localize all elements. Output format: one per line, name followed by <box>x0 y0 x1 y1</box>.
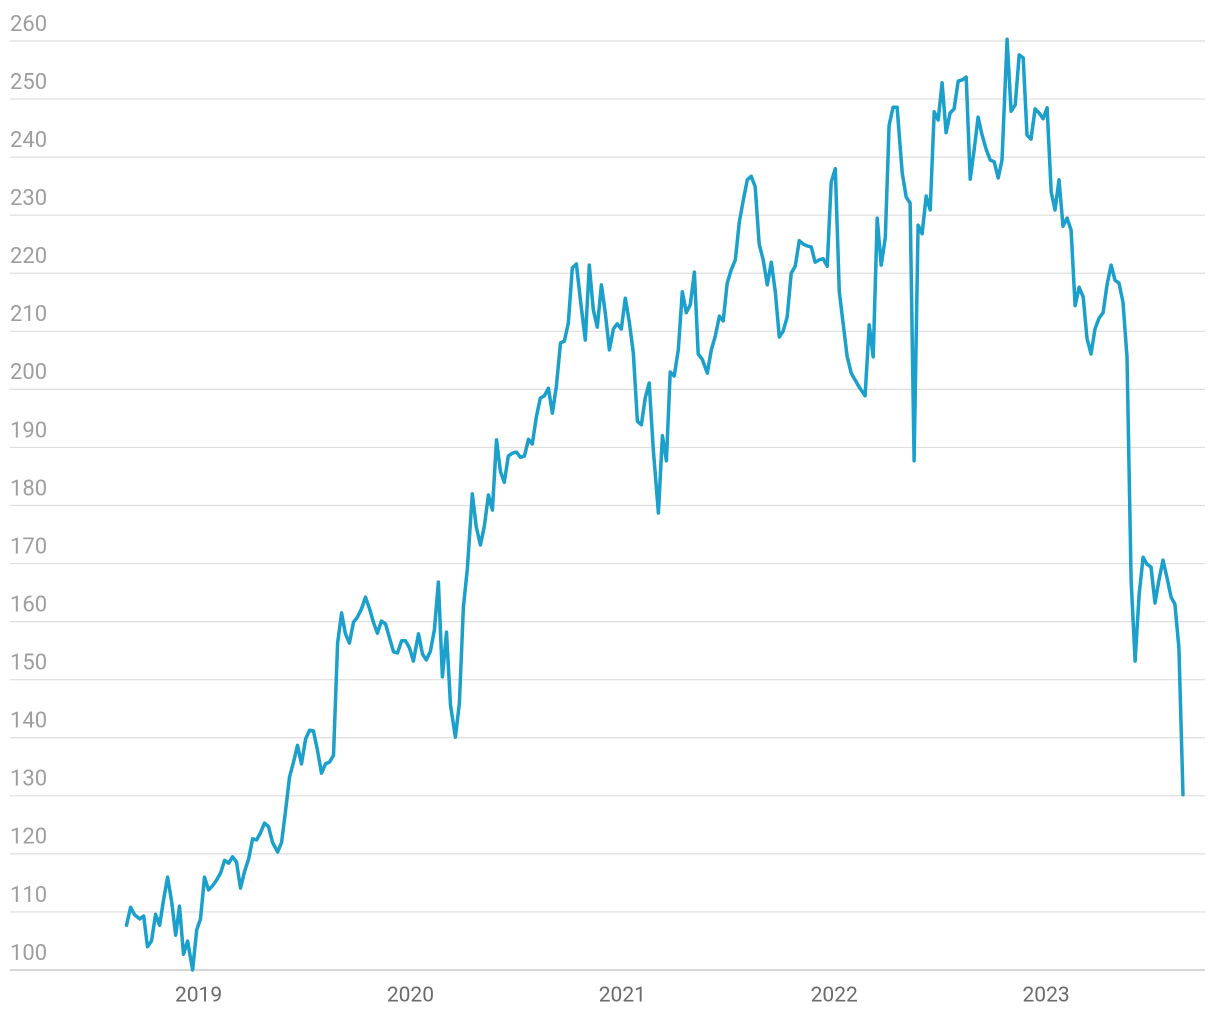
x-tick-label: 2019 <box>175 984 222 1008</box>
y-tick-label: 130 <box>10 767 47 792</box>
y-tick-label: 200 <box>10 360 47 385</box>
y-tick-label: 110 <box>10 883 47 908</box>
x-tick-label: 2020 <box>387 984 434 1008</box>
y-tick-label: 100 <box>10 941 47 966</box>
y-tick-label: 220 <box>10 244 47 269</box>
y-tick-label: 210 <box>10 302 47 327</box>
price-line <box>124 37 1185 972</box>
x-tick-label: 2023 <box>1022 984 1069 1008</box>
y-tick-label: 230 <box>10 186 47 211</box>
x-tick-label: 2021 <box>599 984 646 1008</box>
y-tick-label: 150 <box>10 651 47 676</box>
y-tick-label: 160 <box>10 592 47 617</box>
y-tick-label: 170 <box>10 534 47 559</box>
y-tick-label: 180 <box>10 476 47 501</box>
y-tick-label: 190 <box>10 418 47 443</box>
y-tick-label: 120 <box>10 825 47 850</box>
y-tick-label: 250 <box>10 70 47 95</box>
y-tick-label: 240 <box>10 128 47 153</box>
y-tick-label: 260 <box>10 12 47 37</box>
x-tick-label: 2022 <box>811 984 858 1008</box>
y-tick-label: 140 <box>10 709 47 734</box>
